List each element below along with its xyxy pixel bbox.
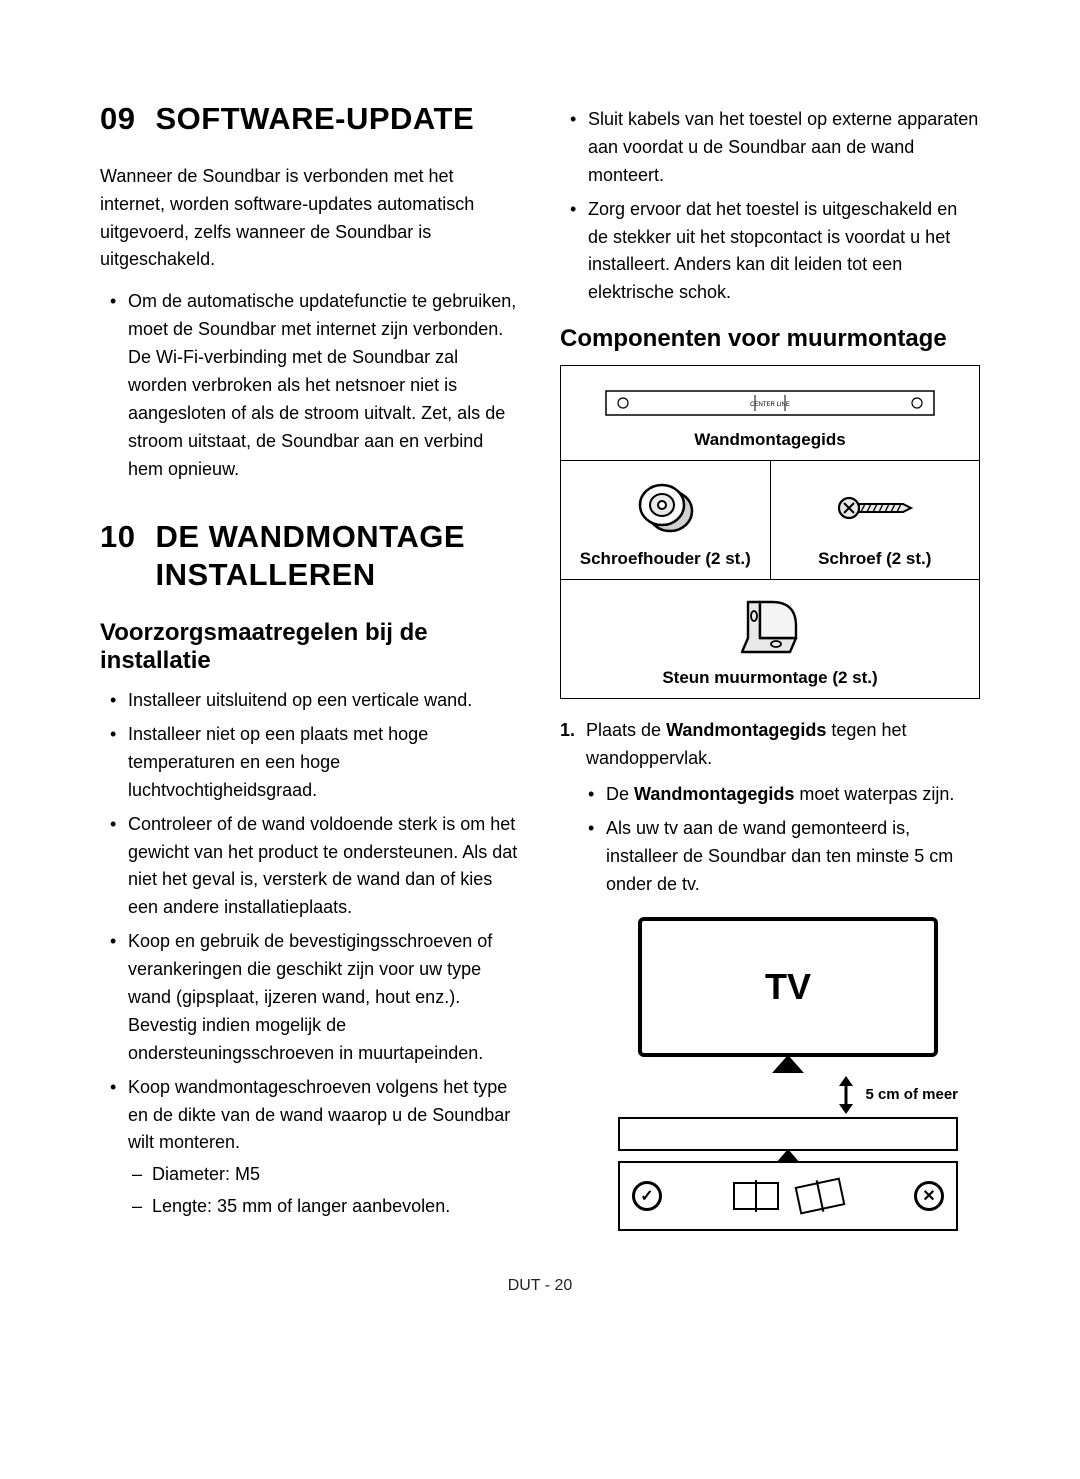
precaution-e: Koop wandmontageschroeven volgens het ty… [128,1074,520,1221]
section-09-heading: SOFTWARE-UPDATE [155,100,474,139]
page-columns: 09 SOFTWARE-UPDATE Wanneer de Soundbar i… [100,100,980,1239]
component-bracket-cell: Steun muurmontage (2 st.) [561,580,979,698]
page-footer: DUT - 20 [100,1277,980,1295]
step-1-sub-1-pre: De [606,784,634,804]
precaution-a: Installeer uitsluitend op een verticale … [128,687,520,715]
precaution-g: Zorg ervoor dat het toestel is uitgescha… [588,196,980,308]
install-steps: 1. Plaats de Wandmontagegids tegen het w… [560,717,980,898]
precaution-e-text: Koop wandmontageschroeven volgens het ty… [128,1077,510,1153]
components-table: CENTER LINE Wandmontagegids [560,365,980,699]
tv-stand-icon [772,1055,804,1073]
step-1-text-bold: Wandmontagegids [666,720,826,740]
right-column: Sluit kabels van het toestel op externe … [560,100,980,1239]
component-screw-cell: Schroef (2 st.) [771,461,980,579]
precaution-c: Controleer of de wand voldoende sterk is… [128,811,520,923]
step-1-sub-1-bold: Wandmontagegids [634,784,794,804]
precaution-b: Installeer niet op een plaats met hoge t… [128,721,520,805]
mount-hole-left-icon [632,1181,662,1211]
components-row-3: Steun muurmontage (2 st.) [561,579,979,698]
section-10-number: 10 [100,518,135,557]
tv-mounting-diagram: TV 5 cm of meer [596,917,980,1231]
precaution-e-length: Lengte: 35 mm of langer aanbevolen. [152,1193,520,1221]
step-1-text-pre: Plaats de [586,720,666,740]
section-09-bullet-1: Om de automatische updatefunctie te gebr… [128,288,520,483]
tv-label: TV [765,966,811,1008]
section-10-title: 10 DE WANDMONTAGE INSTALLEREN [100,518,520,596]
precautions-heading: Voorzorgsmaatregelen bij de installatie [100,619,520,675]
step-1-subbullets: De Wandmontagegids moet waterpas zijn. A… [586,781,980,899]
section-09-title: 09 SOFTWARE-UPDATE [100,100,520,139]
double-arrow-icon [837,1076,855,1114]
component-screw-label: Schroef (2 st.) [779,549,972,569]
mount-slot-2-icon [795,1177,846,1214]
components-row-2: Schroefhouder (2 st.) [561,460,979,579]
precaution-f: Sluit kabels van het toestel op externe … [588,106,980,190]
section-09-intro: Wanneer de Soundbar is verbonden met het… [100,163,520,275]
section-09-number: 09 [100,100,135,139]
component-bracket-label: Steun muurmontage (2 st.) [569,668,971,688]
mount-slots [733,1182,843,1210]
section-10-heading: DE WANDMONTAGE INSTALLEREN [155,518,520,596]
component-guide-cell: CENTER LINE Wandmontagegids [561,366,979,460]
soundbar-outline [618,1117,958,1151]
components-heading: Componenten voor muurmontage [560,325,980,353]
components-row-1: CENTER LINE Wandmontagegids [561,366,979,460]
gap-label: 5 cm of meer [865,1086,958,1103]
tv-box: TV [638,917,938,1057]
wall-mount-guide-icon: CENTER LINE [569,384,971,422]
screw-holder-icon [569,475,762,541]
mount-hole-right-icon [914,1181,944,1211]
step-1-sub-2: Als uw tv aan de wand gemonteerd is, ins… [606,815,980,899]
component-holder-label: Schroefhouder (2 st.) [569,549,762,569]
precaution-e-sublist: Diameter: M5 Lengte: 35 mm of langer aan… [128,1161,520,1221]
screw-icon [779,475,972,541]
step-1-sub-1-post: moet waterpas zijn. [794,784,954,804]
precautions-list-cont: Sluit kabels van het toestel op externe … [560,106,980,307]
install-step-1: 1. Plaats de Wandmontagegids tegen het w… [586,717,980,898]
precaution-d: Koop en gebruik de bevestigingsschroeven… [128,928,520,1067]
step-1-marker: 1. [560,717,575,745]
step-1-sub-1: De Wandmontagegids moet waterpas zijn. [606,781,980,809]
section-09-bullets: Om de automatische updatefunctie te gebr… [100,288,520,483]
precautions-list: Installeer uitsluitend op een verticale … [100,687,520,1221]
precaution-e-diameter: Diameter: M5 [152,1161,520,1189]
svg-text:CENTER LINE: CENTER LINE [750,402,790,408]
center-marker-icon [776,1149,800,1163]
mount-guide-strip [618,1161,958,1231]
component-holder-cell: Schroefhouder (2 st.) [561,461,771,579]
component-guide-label: Wandmontagegids [569,430,971,450]
wall-bracket-icon [569,594,971,660]
left-column: 09 SOFTWARE-UPDATE Wanneer de Soundbar i… [100,100,520,1239]
mount-slot-1-icon [733,1182,779,1210]
gap-indicator: 5 cm of meer [618,1073,958,1117]
